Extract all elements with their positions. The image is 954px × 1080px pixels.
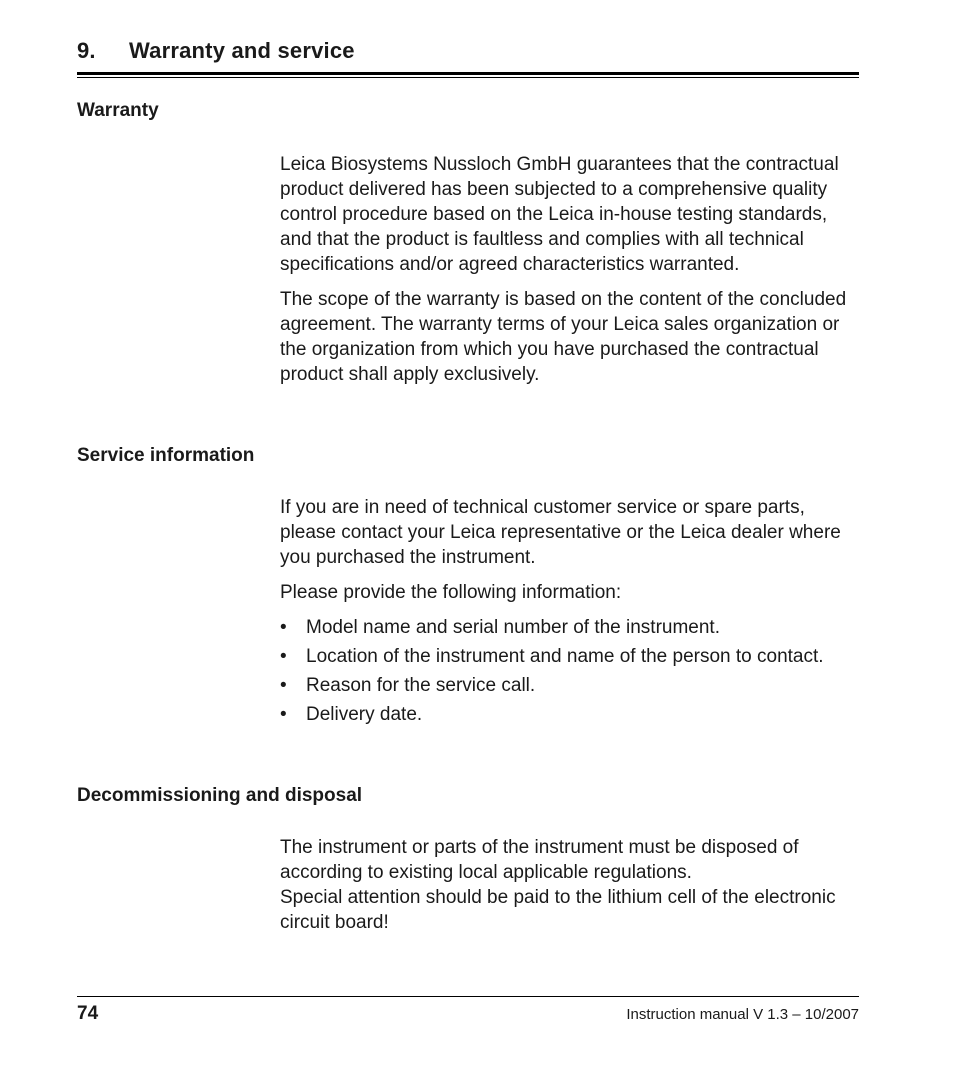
paragraph: The instrument or parts of the instrumen…	[280, 835, 859, 885]
paragraph: Please provide the following information…	[280, 580, 859, 605]
chapter-heading: 9.Warranty and service	[77, 38, 859, 70]
list-item: Reason for the service call.	[280, 673, 859, 698]
paragraph: Special attention should be paid to the …	[280, 885, 859, 935]
section-body-warranty: Leica Biosystems Nussloch GmbH guarantee…	[280, 152, 859, 387]
section-heading-warranty: Warranty	[77, 100, 859, 122]
section-body-disposal: The instrument or parts of the instrumen…	[280, 835, 859, 935]
section-heading-service: Service information	[77, 445, 859, 467]
service-info-list: Model name and serial number of the inst…	[280, 615, 859, 727]
list-item: Delivery date.	[280, 702, 859, 727]
chapter-number: 9.	[77, 38, 129, 64]
list-item: Location of the instrument and name of t…	[280, 644, 859, 669]
section-body-service: If you are in need of technical customer…	[280, 495, 859, 727]
paragraph: If you are in need of technical customer…	[280, 495, 859, 570]
page-footer: 74 Instruction manual V 1.3 – 10/2007	[77, 996, 859, 1025]
page-content: 9.Warranty and service Warranty Leica Bi…	[77, 38, 859, 945]
chapter-title: Warranty and service	[129, 38, 355, 63]
paragraph: The scope of the warranty is based on th…	[280, 287, 859, 387]
footer-text: Instruction manual V 1.3 – 10/2007	[626, 1006, 859, 1023]
section-heading-disposal: Decommissioning and disposal	[77, 785, 859, 807]
page-number: 74	[77, 1003, 98, 1025]
list-item: Model name and serial number of the inst…	[280, 615, 859, 640]
heading-rule-thick	[77, 72, 859, 75]
paragraph: Leica Biosystems Nussloch GmbH guarantee…	[280, 152, 859, 277]
footer-rule	[77, 996, 859, 997]
heading-rule-thin	[77, 77, 859, 78]
